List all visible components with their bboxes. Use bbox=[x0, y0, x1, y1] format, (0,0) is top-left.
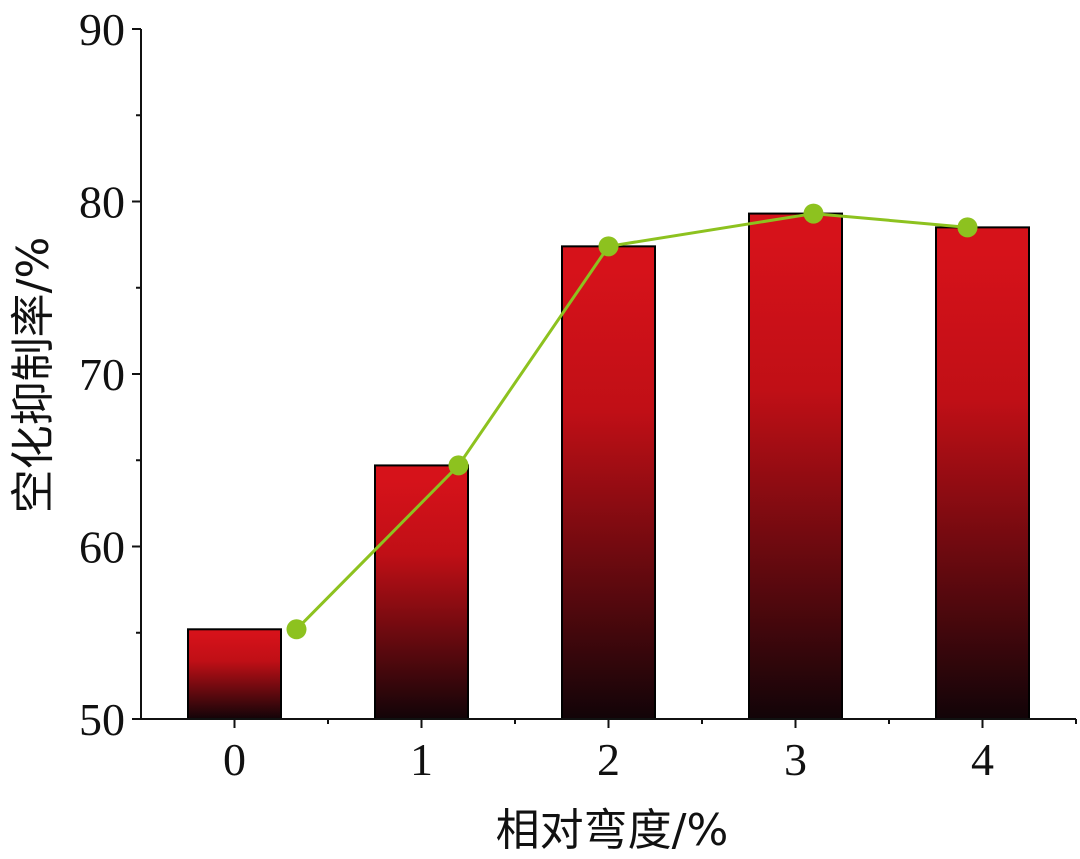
x-tick-label: 0 bbox=[223, 734, 246, 785]
bar bbox=[935, 226, 1030, 720]
line-marker bbox=[448, 455, 469, 476]
bar bbox=[187, 628, 282, 720]
y-tick-label: 50 bbox=[79, 694, 125, 745]
x-tick-label: 1 bbox=[410, 734, 433, 785]
y-tick-label: 80 bbox=[79, 177, 125, 228]
line-marker bbox=[598, 236, 619, 257]
line-marker bbox=[286, 619, 307, 640]
x-tick-label: 3 bbox=[784, 734, 807, 785]
x-tick-label: 4 bbox=[971, 734, 994, 785]
bar bbox=[561, 245, 656, 720]
y-tick-label: 90 bbox=[79, 4, 125, 55]
y-axis-title: 空化抑制率/% bbox=[8, 237, 59, 514]
x-tick-label: 2 bbox=[597, 734, 620, 785]
line-marker bbox=[957, 217, 978, 238]
bar bbox=[748, 212, 843, 720]
line-marker bbox=[803, 203, 824, 224]
y-tick-label: 60 bbox=[79, 522, 125, 573]
plot-area: 50 60 70 80 90 0 1 2 3 4 bbox=[79, 4, 1077, 785]
y-tick-label: 70 bbox=[79, 349, 125, 400]
bar bbox=[374, 464, 469, 720]
x-axis-title: 相对弯度/% bbox=[496, 805, 729, 856]
